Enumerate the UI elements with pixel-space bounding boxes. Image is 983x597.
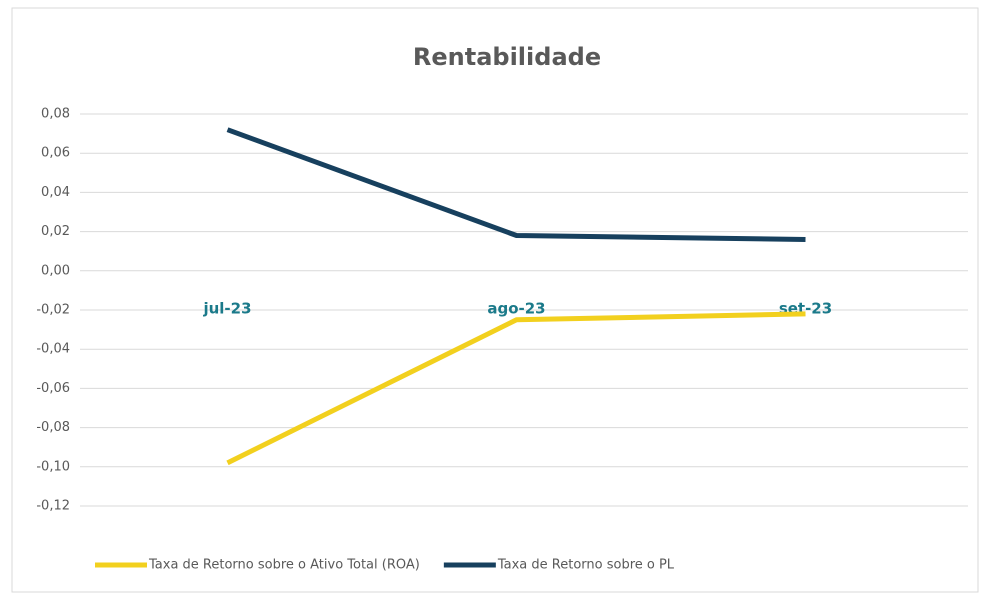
y-tick-label: -0,02 [36,303,70,318]
chart-title: Rentabilidade [413,43,601,71]
chart-frame [11,7,979,593]
y-tick-label: -0,12 [36,499,70,514]
y-tick-label: -0,10 [36,459,70,474]
x-tick-label: jul-23 [202,299,251,317]
x-tick-label: ago-23 [487,299,545,317]
y-tick-label: 0,06 [41,146,70,161]
y-tick-label: 0,04 [41,185,70,200]
y-tick-label: -0,08 [36,420,70,435]
legend-label: Taxa de Retorno sobre o Ativo Total (ROA… [148,558,420,573]
data-line [226,311,806,466]
legend-label: Taxa de Retorno sobre o PL [497,558,675,573]
y-tick-label: 0,00 [41,263,70,278]
y-tick-label: 0,02 [41,224,70,239]
y-tick-label: 0,08 [41,107,70,122]
y-tick-label: -0,04 [36,342,70,357]
y-tick-label: -0,06 [36,381,70,396]
data-line [226,127,806,242]
